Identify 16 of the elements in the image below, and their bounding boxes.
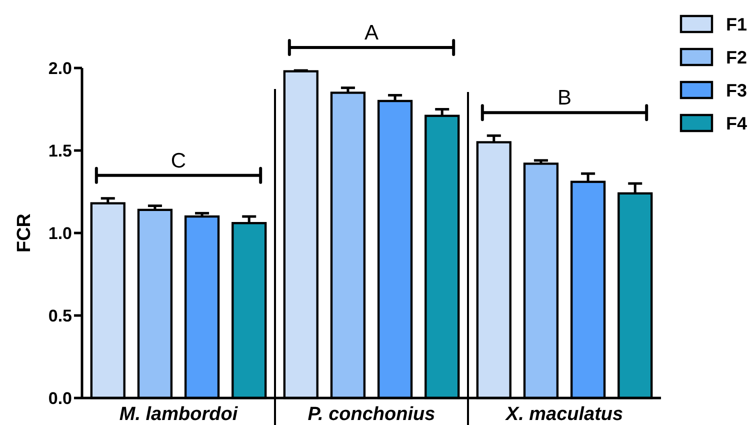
y-tick-label: 1.5	[48, 141, 72, 160]
annotation: B	[557, 86, 572, 110]
legend-label: F2	[726, 47, 748, 68]
y-tick-label: 1.0	[48, 224, 72, 243]
y-tick-label: 2.0	[48, 58, 72, 78]
legend-label: F3	[726, 80, 748, 100]
legend-label: F1	[726, 14, 748, 34]
annotation: C	[170, 149, 186, 172]
x-tick-label: M. lambordoi	[119, 404, 238, 425]
legend-label: F4	[726, 113, 748, 134]
x-tick-label: P. conchonius	[308, 404, 436, 425]
y-tick-label: 0.0	[48, 388, 72, 408]
y-axis-title: FCR	[14, 213, 35, 253]
y-tick-label: 0.5	[48, 306, 72, 326]
text: A	[364, 21, 379, 44]
x-tick-label: X. maculatus	[504, 404, 624, 425]
